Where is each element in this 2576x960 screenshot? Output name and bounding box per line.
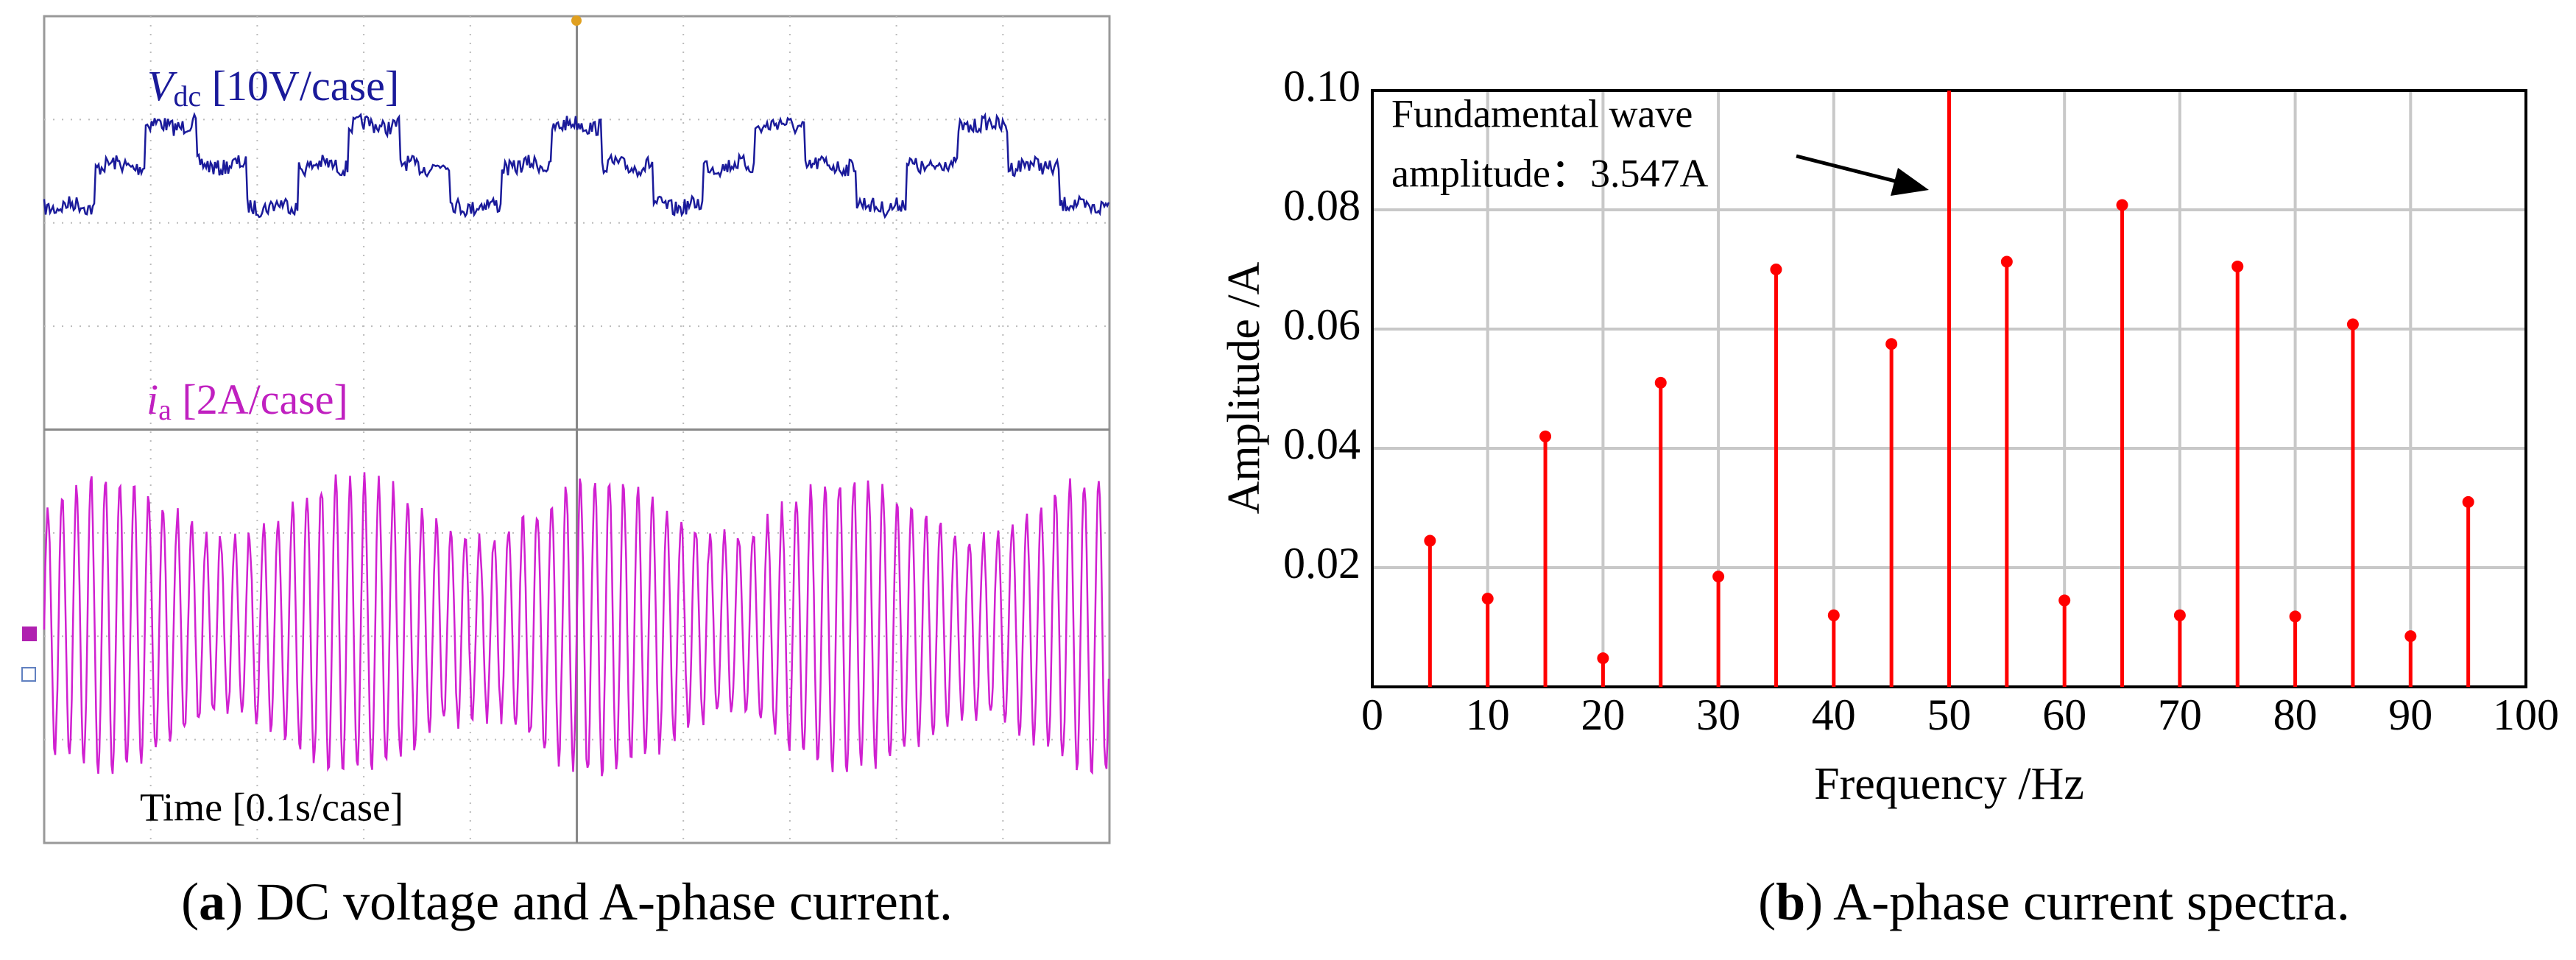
channel-marker bbox=[21, 667, 36, 682]
y-tick-label: 0.06 bbox=[1283, 300, 1361, 349]
letter: b bbox=[1776, 872, 1805, 931]
y-tick-label: 0.10 bbox=[1283, 62, 1361, 110]
x-tick-label: 10 bbox=[1466, 691, 1510, 739]
stem-dot bbox=[2173, 609, 2186, 621]
caption-a: (a) DC voltage and A-phase current. bbox=[181, 872, 953, 931]
channel-marker bbox=[22, 627, 37, 641]
stem-dot bbox=[1770, 264, 1782, 275]
x-tick-label: 80 bbox=[2273, 691, 2318, 739]
stem-dot bbox=[2346, 318, 2359, 331]
annotation: amplitude：3.547A bbox=[1391, 151, 1708, 195]
x-tick-label: 90 bbox=[2388, 691, 2432, 739]
stem-dot bbox=[1885, 338, 1898, 350]
time-label: Time [0.1s/case] bbox=[140, 785, 403, 829]
ia-waveform bbox=[43, 472, 1110, 777]
stem-dot bbox=[1654, 376, 1667, 389]
x-tick-label: 20 bbox=[1581, 691, 1625, 739]
stem-dot bbox=[1481, 593, 1494, 605]
letter: a bbox=[199, 872, 225, 931]
stem-dot bbox=[2000, 255, 2013, 268]
caption-text: A-phase current spectra. bbox=[1823, 872, 2350, 931]
annotation-arrow bbox=[1796, 154, 1908, 186]
y-tick-label: 0.08 bbox=[1283, 181, 1361, 230]
ia-label: ia [2A/case] bbox=[147, 375, 348, 426]
y-tick-label: 0.04 bbox=[1283, 420, 1361, 468]
caption-b: (b) A-phase current spectra. bbox=[1758, 872, 2350, 931]
x-tick-label: 50 bbox=[1927, 691, 1972, 739]
rest: [10V/case] bbox=[201, 62, 399, 110]
x-axis-label: Frequency /Hz bbox=[1814, 759, 2084, 809]
x-tick-label: 40 bbox=[1812, 691, 1856, 739]
stem-dot bbox=[1597, 652, 1609, 665]
vdc-waveform bbox=[43, 112, 1110, 219]
y-axis-label: Amplitude /A bbox=[1219, 261, 1269, 514]
sub: a bbox=[158, 393, 172, 426]
sub: dc bbox=[173, 80, 201, 113]
trigger-marker bbox=[571, 15, 582, 26]
x-tick-label: 70 bbox=[2158, 691, 2202, 739]
stem-dot bbox=[2116, 199, 2128, 211]
annotation-arrowhead bbox=[1891, 168, 1929, 196]
symbol: i bbox=[147, 375, 158, 423]
stem-dot bbox=[2231, 260, 2244, 272]
stem-dot bbox=[2289, 610, 2301, 623]
symbol: V bbox=[147, 62, 178, 110]
x-tick-label: 0 bbox=[1361, 691, 1383, 739]
vdc-label: Vdc [10V/case] bbox=[147, 62, 399, 113]
y-tick-label: 0.02 bbox=[1283, 539, 1361, 587]
stem-dot bbox=[1424, 534, 1436, 547]
spectrum-chart: 0 10 20 30 40 50 60 70 80 90 100 0.02 0.04 0.06 0.08 0.… bbox=[1219, 62, 2559, 809]
stem-dot bbox=[2058, 594, 2071, 607]
scope-grid bbox=[44, 15, 1109, 843]
stem-dot bbox=[1539, 430, 1552, 442]
stems bbox=[1424, 91, 2474, 687]
stem-dot bbox=[1827, 609, 1840, 621]
stem-dot bbox=[2404, 630, 2417, 643]
x-tick-label: 60 bbox=[2042, 691, 2086, 739]
x-tick-label: 30 bbox=[1696, 691, 1740, 739]
rest: [2A/case] bbox=[172, 375, 348, 423]
caption-text: DC voltage and A-phase current. bbox=[243, 872, 953, 931]
x-tick-label: 100 bbox=[2493, 691, 2559, 739]
annotation: Fundamental wave bbox=[1391, 91, 1693, 135]
stem-dot bbox=[1712, 571, 1725, 583]
stem-dot bbox=[2462, 495, 2474, 508]
